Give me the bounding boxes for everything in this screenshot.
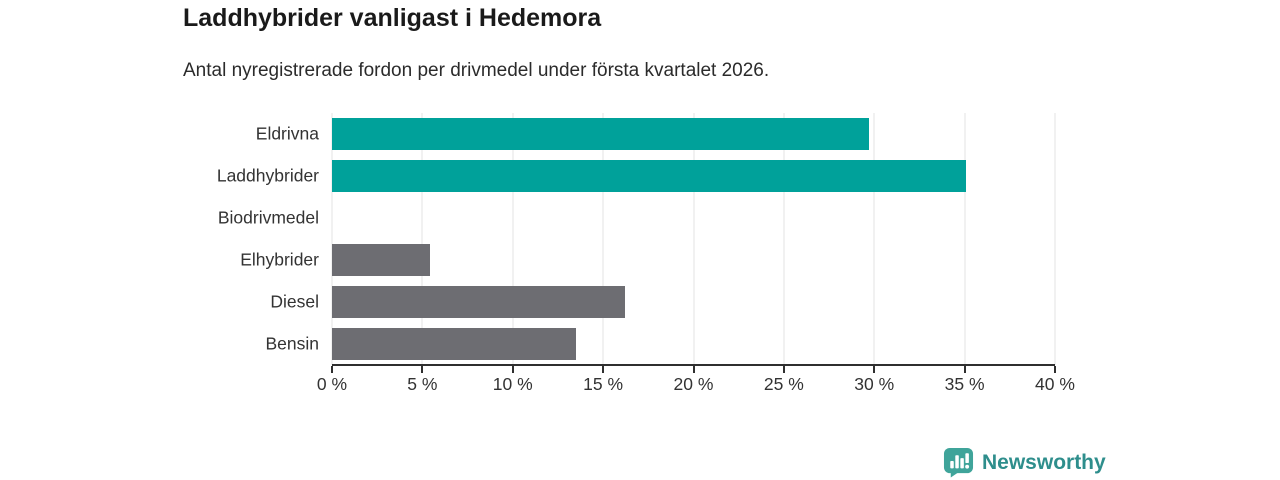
gridline <box>783 113 785 365</box>
brand-name: Newsworthy <box>982 450 1106 474</box>
axis-tick <box>331 366 333 373</box>
axis-tick-label: 0 % <box>316 374 348 394</box>
axis-tick-label: 10 % <box>492 374 533 394</box>
category-label: Elhybrider <box>240 249 319 270</box>
axis-tick <box>692 366 695 373</box>
category-label: Eldrivna <box>255 123 319 144</box>
axis-tick-label: 35 % <box>944 374 985 394</box>
bar-rows: Eldrivna Laddhybrider Biodrivmedel Elhybrid… <box>217 113 1055 365</box>
axis-tick-label: 30 % <box>854 374 895 394</box>
axis-tick <box>782 366 785 373</box>
gridline <box>331 113 333 365</box>
gridline <box>421 113 423 365</box>
bar-row: Eldrivna <box>256 113 1055 155</box>
category-label: Bensin <box>265 333 319 354</box>
axis-tick-label: 5 % <box>407 374 438 394</box>
gridline <box>602 113 604 365</box>
gridline <box>873 113 875 365</box>
axis-tick-label: 25 % <box>763 374 804 394</box>
x-axis-tick-labels: 0 % 5 % 10 % 15 % 20 % 25 % 30 % 35 % 40 % <box>317 374 1075 396</box>
axis-tick <box>963 366 966 373</box>
axis-tick-label: 15 % <box>583 374 624 394</box>
bar-row: Bensin <box>265 323 1055 365</box>
gridline <box>693 113 694 365</box>
axis-tick-label: 20 % <box>673 374 714 394</box>
gridline <box>512 113 514 365</box>
axis-tick <box>1054 366 1056 373</box>
axis-tick-label: 40 % <box>1035 374 1075 394</box>
bar-diesel <box>332 286 625 318</box>
axis-tick <box>873 366 876 373</box>
axis-tick <box>511 366 514 373</box>
bar-row: Biodrivmedel <box>218 197 1055 239</box>
chart-subtitle: Antal nyregistrerade fordon per drivmede… <box>183 60 770 81</box>
newsworthy-logo: Newsworthy <box>943 447 1106 478</box>
chart-title: Laddhybrider vanligast i Hedemora <box>183 4 602 32</box>
axis-tick <box>421 366 424 373</box>
axis-tick <box>602 366 605 373</box>
bar-row: Laddhybrider <box>217 155 1055 197</box>
bar-row: Elhybrider <box>240 239 1055 281</box>
gridline <box>964 113 966 365</box>
bar-elhybrider <box>332 244 430 276</box>
category-label: Biodrivmedel <box>217 207 319 228</box>
bar-eldrivna <box>332 118 869 150</box>
bar-laddhybrider <box>332 160 967 192</box>
bar-bensin <box>332 328 576 360</box>
x-axis-line <box>331 364 1056 373</box>
bar-row: Diesel <box>270 281 1055 323</box>
category-label: Laddhybrider <box>216 165 319 186</box>
bar-chart-speech-bubble-icon <box>943 447 974 478</box>
plot-area: Eldrivna Laddhybrider Biodrivmedel Elhybrid… <box>217 113 1056 365</box>
gridline <box>1054 113 1056 365</box>
category-label: Diesel <box>270 291 319 312</box>
